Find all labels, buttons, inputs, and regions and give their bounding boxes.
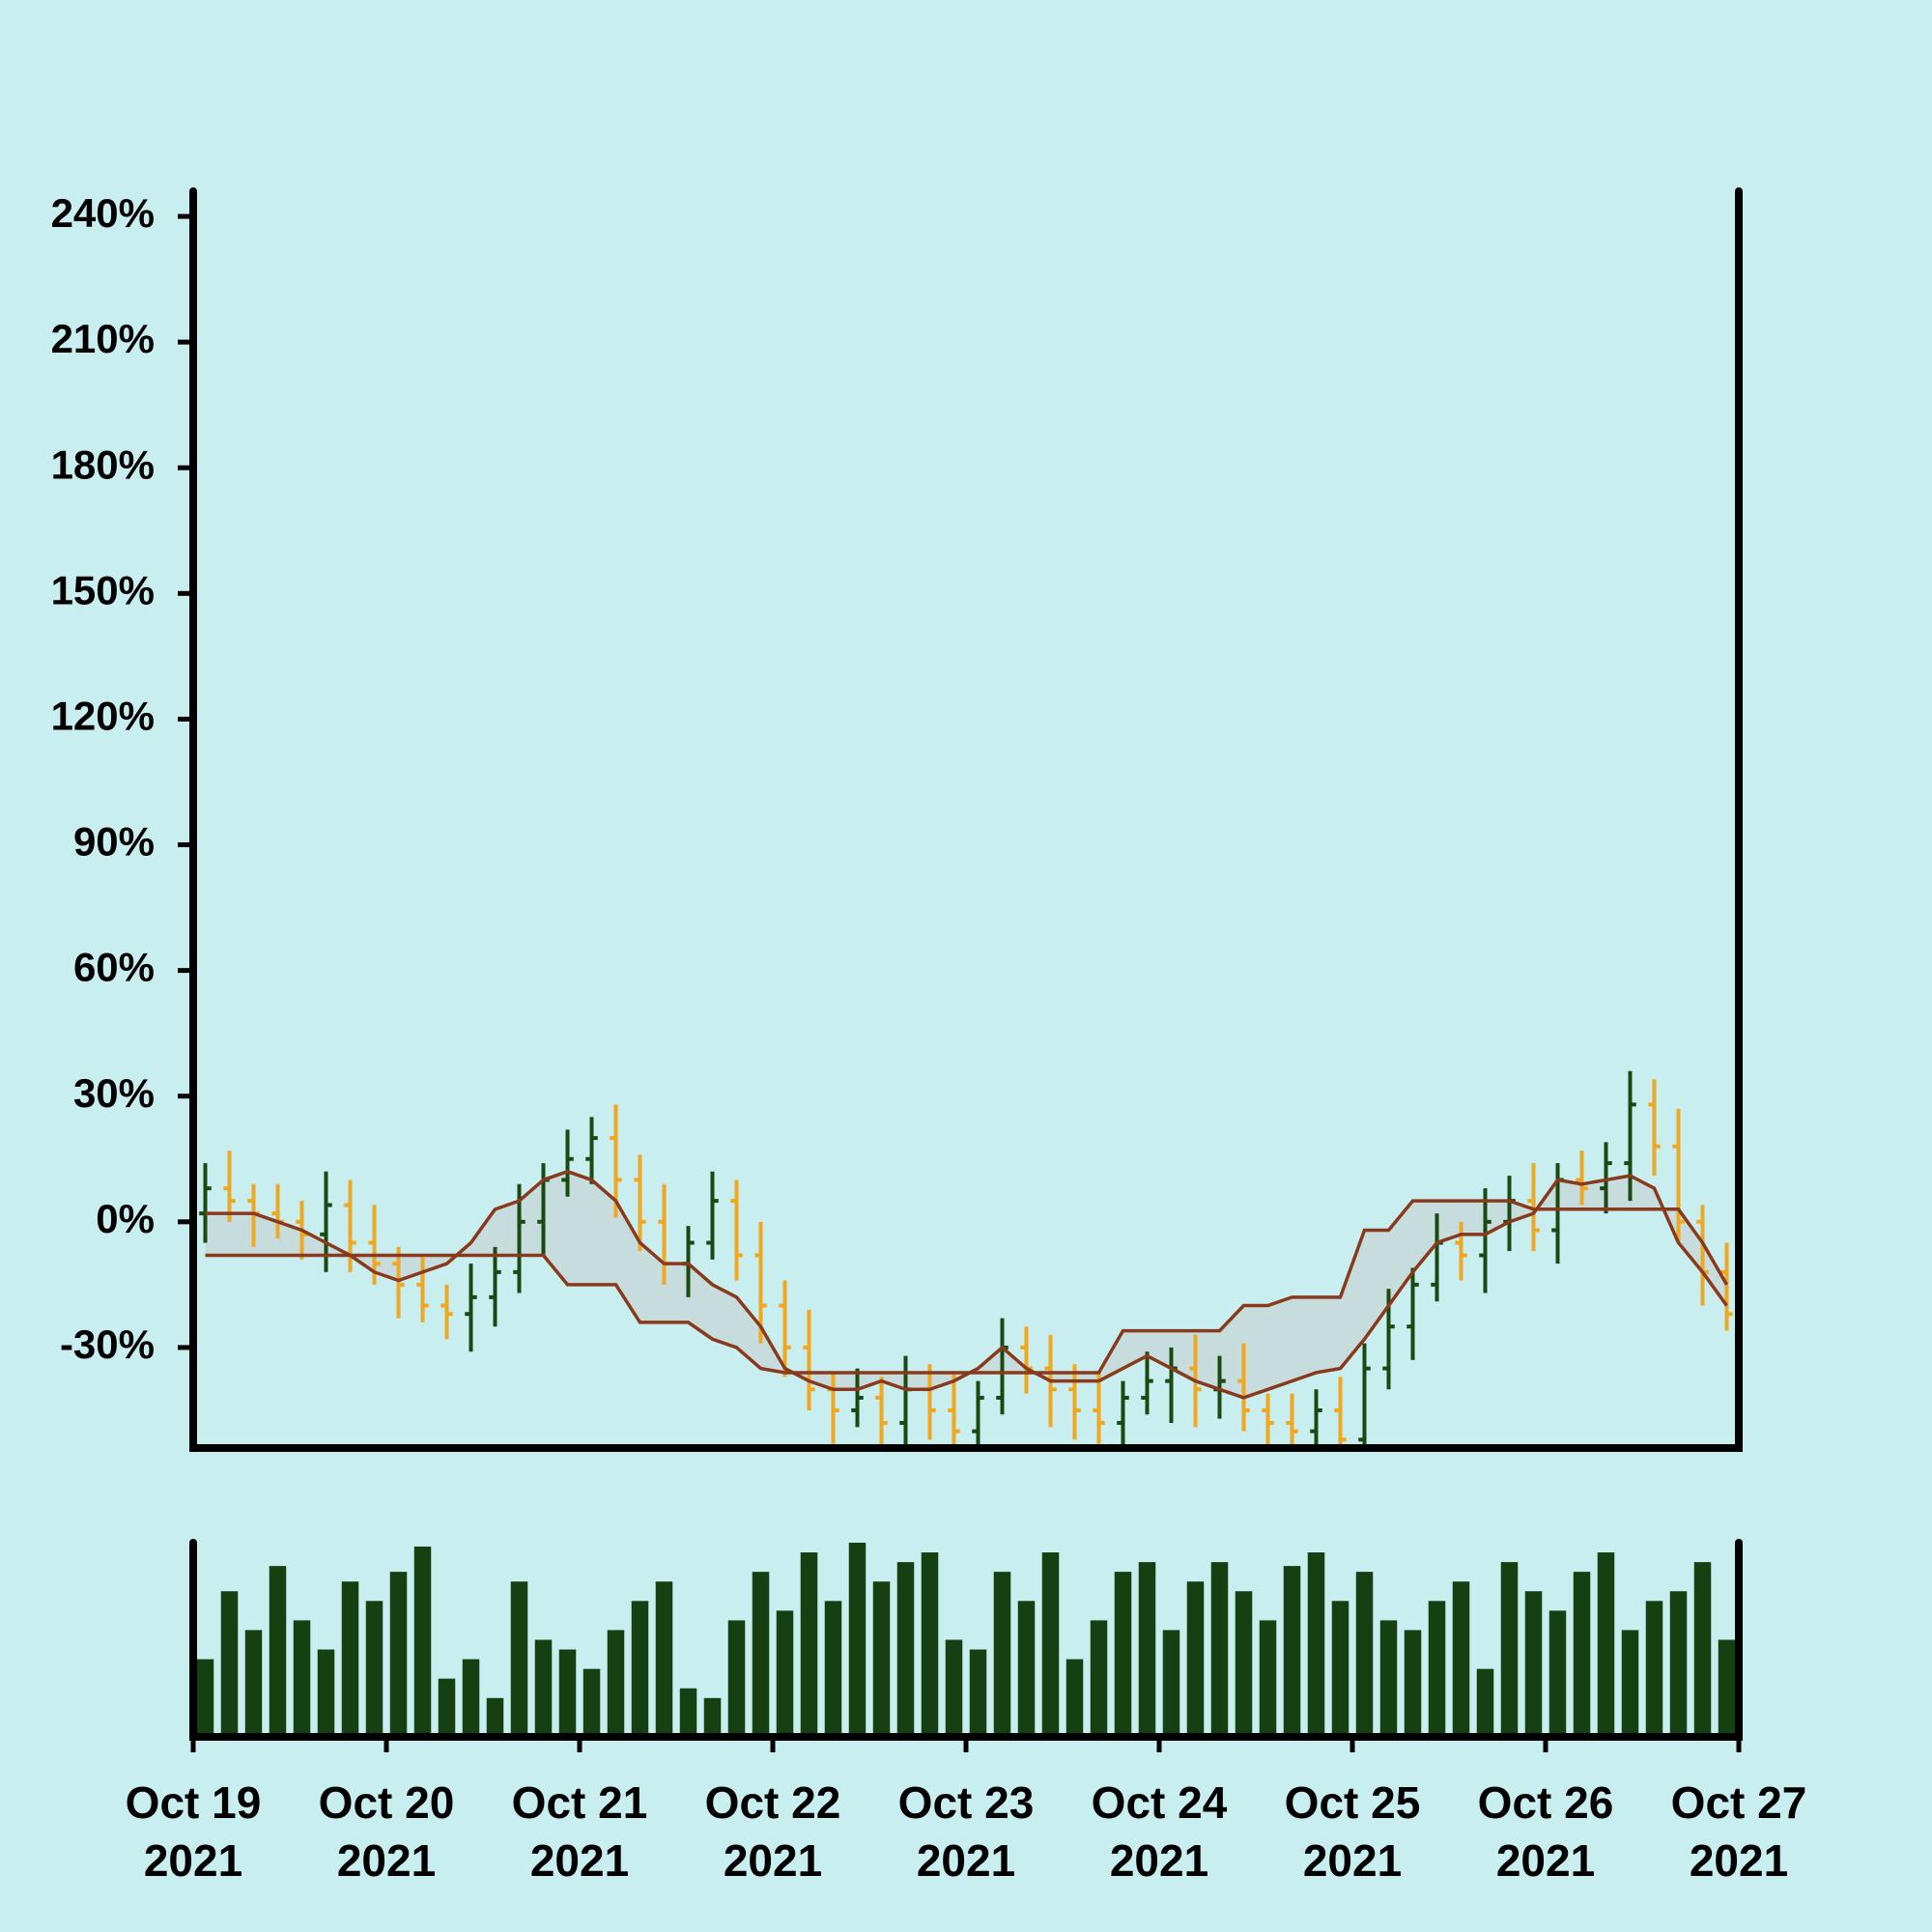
y-tick-label: 60%: [73, 945, 155, 990]
y-tick-label: 30%: [73, 1070, 155, 1116]
volume-bar: [800, 1552, 818, 1737]
volume-bar: [1597, 1552, 1615, 1737]
volume-bar: [1283, 1566, 1301, 1737]
volume-bar: [1186, 1581, 1205, 1737]
y-tick-label: 150%: [51, 567, 155, 612]
volume-bar: [1379, 1620, 1398, 1737]
x-tick-label: Oct 22 2021: [704, 1777, 841, 1886]
volume-bar: [244, 1630, 263, 1737]
x-tick-label: Oct 19 2021: [125, 1777, 262, 1886]
volume-bar: [824, 1601, 842, 1737]
volume-bar: [993, 1572, 1011, 1737]
volume-bar: [896, 1562, 915, 1737]
volume-bar: [462, 1659, 480, 1737]
volume-bar: [1235, 1591, 1253, 1737]
y-tick-label: 120%: [51, 694, 155, 739]
volume-bar: [1259, 1620, 1277, 1737]
volume-bar: [1500, 1562, 1519, 1737]
volume-bar: [727, 1620, 746, 1737]
volume-bar: [921, 1552, 939, 1737]
frame: [189, 1539, 1743, 1741]
volume-bar: [438, 1678, 456, 1737]
cloud-line: [205, 1169, 1728, 1400]
volume-bar: [1162, 1630, 1180, 1737]
y-tick-label: 210%: [51, 316, 155, 361]
volume-bar: [389, 1572, 408, 1737]
volume-bar: [607, 1630, 625, 1737]
volume-bar: [1645, 1601, 1663, 1737]
volume-bar: [1573, 1572, 1591, 1737]
volume-bar: [1065, 1659, 1084, 1737]
volume-bar: [679, 1688, 697, 1737]
volume-bar: [558, 1649, 577, 1737]
volume-bar: [703, 1697, 722, 1737]
volume-bar: [945, 1639, 963, 1737]
volume-bar: [776, 1610, 794, 1737]
volume-bar: [293, 1620, 311, 1737]
volume-bar: [341, 1581, 359, 1737]
x-tick-label: Oct 21 2021: [511, 1777, 648, 1886]
plot-area: [199, 1070, 1733, 1448]
volume-bar: [1524, 1591, 1543, 1737]
volume-bar: [1404, 1630, 1422, 1737]
volume-bar: [1041, 1552, 1060, 1737]
volume-bar: [196, 1659, 214, 1737]
volume-bar: [365, 1601, 384, 1737]
x-tick-label: Oct 24 2021: [1091, 1777, 1228, 1886]
volume-bar: [317, 1649, 335, 1737]
volume-bar: [872, 1581, 891, 1737]
volume-bar: [1138, 1562, 1156, 1737]
volume-bar: [1090, 1620, 1108, 1737]
volume-bar: [848, 1543, 867, 1737]
volume-bar: [1210, 1562, 1229, 1737]
volume-bar: [655, 1581, 673, 1737]
frame: [189, 187, 1743, 1452]
y-tick-label: -30%: [60, 1321, 155, 1367]
volume-bar: [510, 1581, 528, 1737]
volume-bar: [1428, 1601, 1446, 1737]
volume-bar: [1307, 1552, 1325, 1737]
y-tick-label: 90%: [73, 819, 155, 865]
volume-bar: [1718, 1639, 1736, 1737]
volume-bar: [220, 1591, 239, 1737]
volume-bar: [1669, 1591, 1688, 1737]
y-tick-label: 0%: [96, 1196, 155, 1241]
volume-bar: [1114, 1572, 1132, 1737]
x-tick-label: Oct 20 2021: [318, 1777, 455, 1886]
x-tick-label: Oct 26 2021: [1477, 1777, 1614, 1886]
cloud-line: [205, 1199, 1729, 1375]
volume-bar: [413, 1547, 432, 1737]
x-tick-label: Oct 25 2021: [1284, 1777, 1421, 1886]
volume-bar: [1621, 1630, 1639, 1737]
volume-bar: [1548, 1610, 1567, 1737]
volume-bar: [969, 1649, 987, 1737]
volume-bar: [1452, 1581, 1470, 1737]
volume-bar: [534, 1639, 553, 1737]
volume-bar: [1331, 1601, 1350, 1737]
x-tick-label: Oct 27 2021: [1670, 1777, 1807, 1886]
volume-bar: [1355, 1572, 1374, 1737]
x-tick-label: Oct 23 2021: [897, 1777, 1035, 1886]
volume-bar: [631, 1601, 649, 1737]
volume-bar: [269, 1566, 287, 1737]
y-tick-label: 240%: [51, 190, 155, 236]
y-tick-label: 180%: [51, 441, 155, 487]
volume-bar: [1476, 1668, 1494, 1737]
volume-bar: [1693, 1562, 1712, 1737]
volume-bar: [1017, 1601, 1036, 1737]
volume-bar: [486, 1697, 504, 1737]
volume-bar: [582, 1668, 601, 1737]
axes: -30% 0% 30% 60% 90% 120% 150% 180% 210% 240%: [51, 187, 1743, 1752]
volume-bar: [752, 1572, 770, 1737]
cloud-fill: [205, 1171, 1727, 1398]
